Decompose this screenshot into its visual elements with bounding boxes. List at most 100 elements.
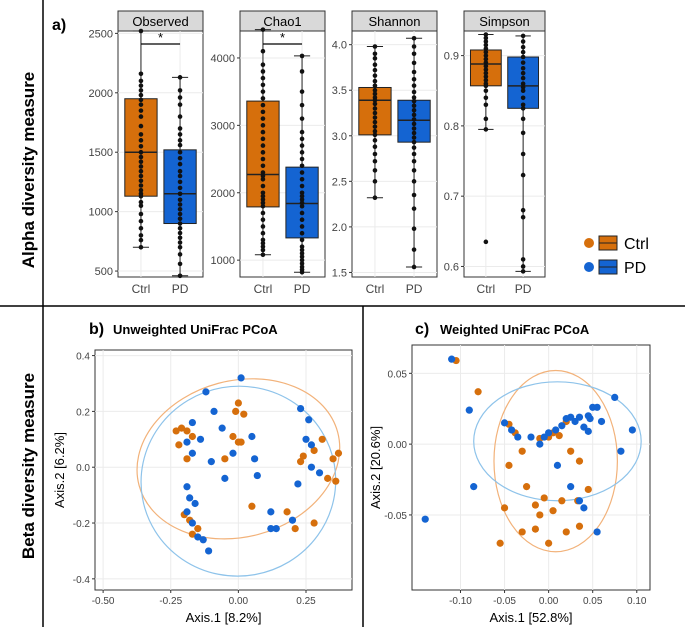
- point-pd: [307, 463, 316, 471]
- x-tick-label: -0.10: [449, 596, 472, 607]
- point-pd: [199, 536, 207, 544]
- facet-title: Simpson: [479, 14, 530, 29]
- data-point: [372, 128, 378, 134]
- point-ctrl: [188, 530, 196, 538]
- point-pd: [297, 405, 305, 413]
- point-pd: [188, 449, 196, 457]
- data-point: [177, 168, 183, 174]
- data-point: [411, 158, 417, 164]
- data-point: [483, 83, 489, 89]
- data-point: [299, 116, 305, 121]
- x-tick-label: PD: [294, 282, 311, 296]
- data-point: [177, 149, 183, 155]
- point-ctrl: [584, 485, 592, 494]
- point-pd: [597, 417, 606, 426]
- data-point: [299, 163, 305, 169]
- data-point: [483, 74, 489, 79]
- data-point: [260, 143, 266, 148]
- data-point: [411, 51, 417, 57]
- data-point: [177, 221, 183, 226]
- data-point: [260, 96, 266, 101]
- facet-title: Shannon: [368, 14, 420, 29]
- data-point: [372, 158, 378, 164]
- data-point: [372, 115, 378, 120]
- data-point: [411, 103, 417, 109]
- data-point: [177, 132, 183, 137]
- point-pd: [553, 461, 562, 469]
- data-point: [138, 149, 144, 155]
- point-ctrl: [518, 447, 526, 455]
- data-point: [299, 254, 305, 260]
- panel-a-label: a): [52, 17, 66, 34]
- x-tick-label: 0.10: [627, 596, 647, 607]
- data-point: [260, 203, 266, 209]
- x-tick-label: 0.25: [296, 596, 316, 607]
- data-point: [520, 95, 526, 101]
- data-point: [411, 206, 417, 211]
- data-point: [483, 88, 489, 94]
- data-point: [483, 53, 489, 58]
- point-ctrl: [297, 458, 305, 466]
- data-point: [260, 241, 266, 246]
- data-point: [299, 193, 305, 199]
- y-tick-label: 0.6: [444, 261, 459, 273]
- point-pd: [267, 508, 275, 516]
- point-pd: [253, 471, 261, 480]
- y-tick-label: -0.4: [73, 575, 91, 586]
- x-tick-label: Ctrl: [132, 282, 151, 296]
- data-point: [411, 89, 417, 95]
- data-point: [411, 107, 417, 113]
- point-pd: [221, 474, 229, 482]
- data-point: [299, 183, 305, 189]
- data-point: [483, 39, 489, 44]
- data-point: [483, 239, 489, 245]
- data-point: [372, 144, 378, 150]
- data-point: [260, 109, 266, 115]
- data-point: [299, 156, 305, 162]
- data-point: [483, 67, 489, 72]
- point-ctrl: [518, 528, 526, 536]
- point-ctrl: [232, 407, 240, 415]
- data-point: [138, 159, 144, 165]
- data-point: [483, 42, 489, 48]
- data-point: [177, 252, 183, 257]
- data-point: [138, 108, 144, 113]
- point-pd: [628, 426, 636, 434]
- data-point: [483, 102, 489, 108]
- point-pd: [302, 435, 310, 443]
- point-pd: [593, 528, 601, 536]
- data-point: [299, 224, 305, 229]
- point-pd: [267, 525, 275, 533]
- point-ctrl: [183, 427, 191, 435]
- point-pd: [527, 433, 535, 441]
- data-point: [260, 136, 266, 142]
- data-point: [372, 179, 378, 184]
- point-pd: [500, 419, 509, 427]
- data-point: [411, 145, 417, 150]
- data-point: [260, 116, 266, 121]
- data-point: [483, 95, 489, 101]
- data-point: [299, 247, 305, 253]
- data-point: [260, 244, 266, 249]
- data-point: [299, 190, 305, 196]
- y-tick-label: 2000: [211, 188, 235, 200]
- data-point: [411, 130, 417, 136]
- x-tick-label: PD: [172, 282, 189, 296]
- data-point: [520, 54, 526, 60]
- data-point: [138, 199, 144, 205]
- y-tick-label: 2500: [89, 28, 113, 40]
- point-pd: [465, 406, 473, 414]
- data-point: [138, 154, 144, 160]
- data-point: [138, 143, 144, 149]
- point-ctrl: [234, 399, 242, 407]
- data-point: [260, 75, 266, 81]
- data-point: [177, 138, 183, 143]
- data-point: [138, 102, 144, 107]
- significance-star: *: [158, 30, 163, 45]
- data-point: [138, 123, 144, 129]
- x-tick-label: Ctrl: [477, 282, 496, 296]
- data-point: [372, 56, 378, 61]
- data-point: [411, 135, 417, 140]
- data-point: [177, 185, 183, 191]
